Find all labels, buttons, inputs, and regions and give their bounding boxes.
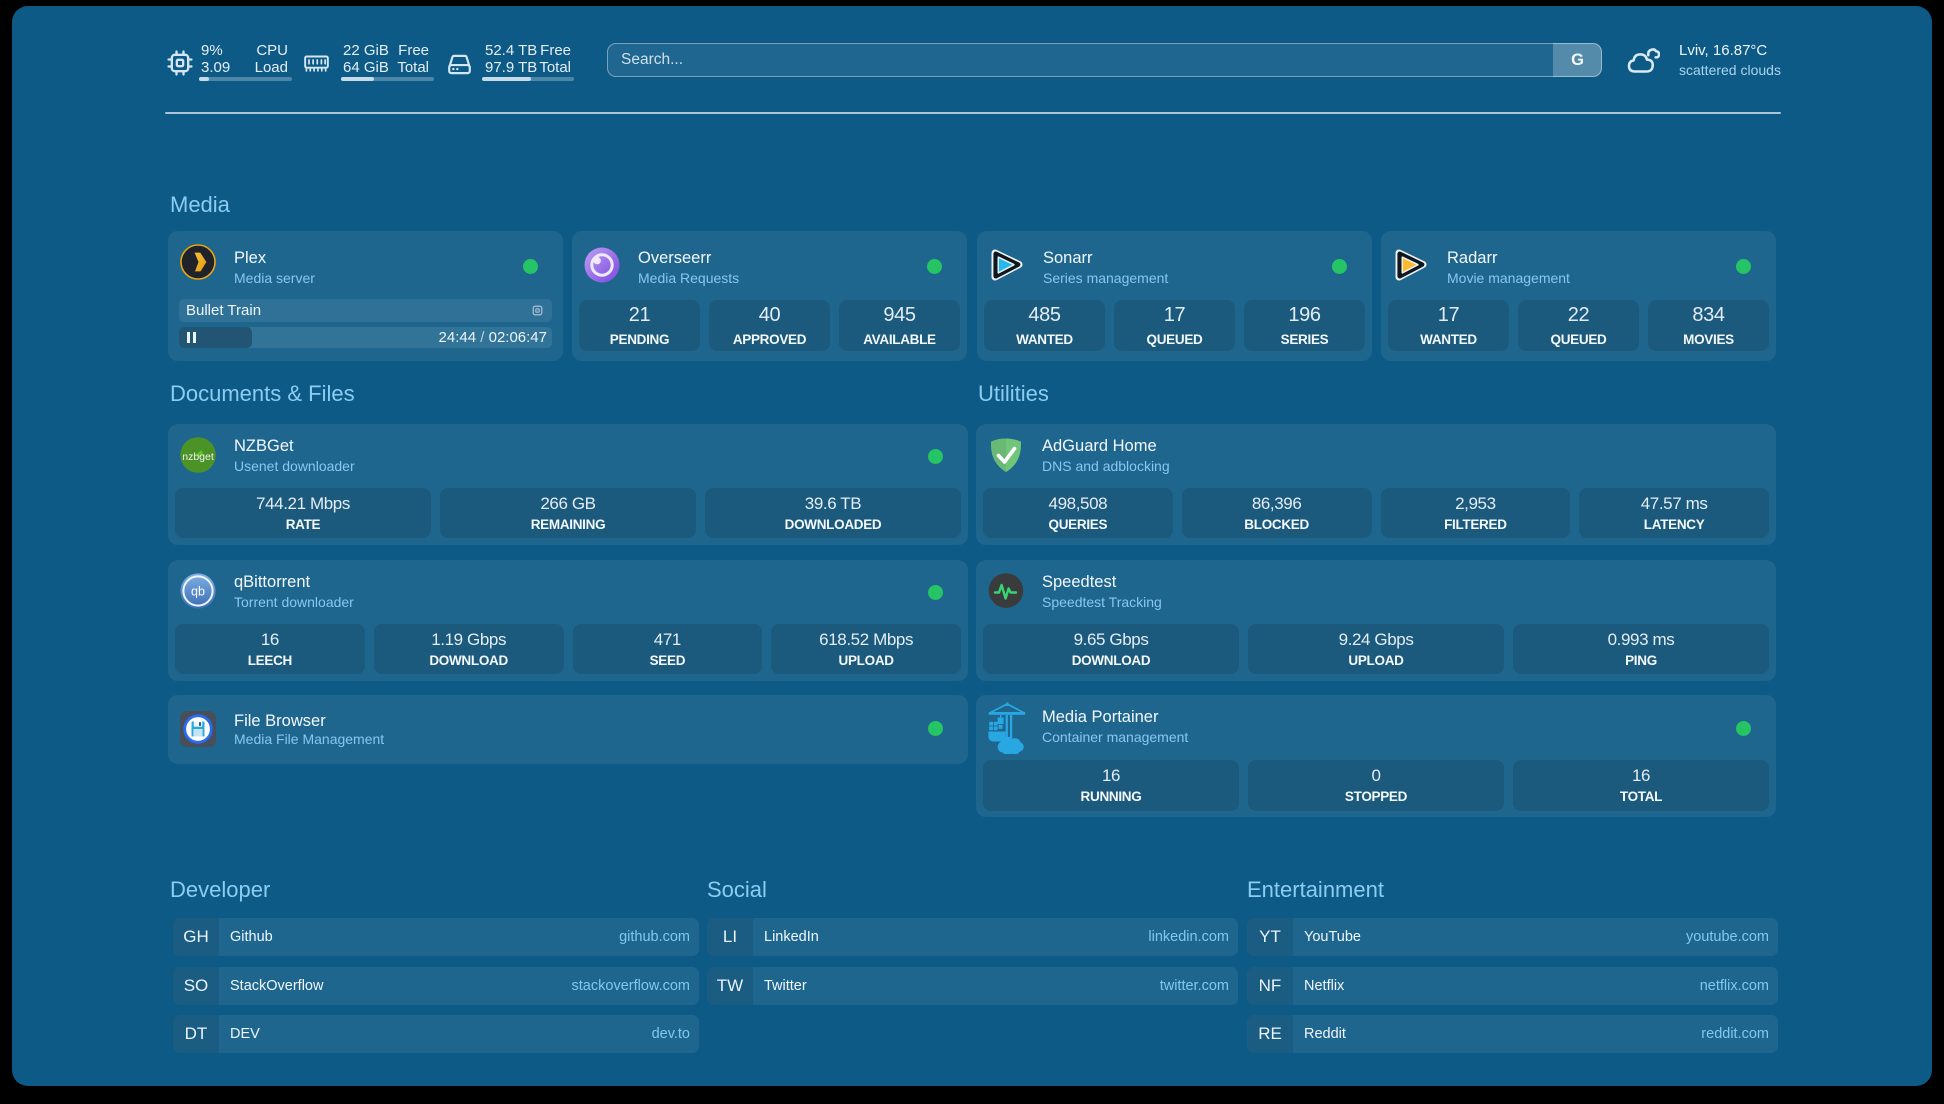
svg-text:nzbget: nzbget [182,451,214,463]
svg-text:qb: qb [191,585,205,599]
